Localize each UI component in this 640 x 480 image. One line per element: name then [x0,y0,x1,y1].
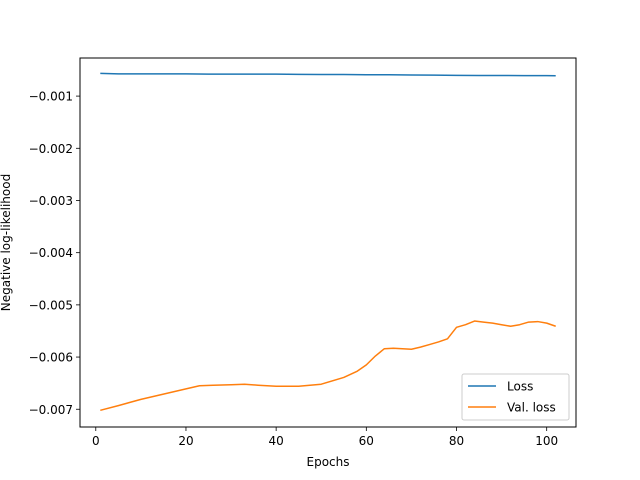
x-tick-label: 60 [359,434,374,448]
legend-label-loss: Loss [507,380,533,394]
y-axis-label: Negative log-likelihood [0,174,13,311]
series-line-loss [100,72,556,77]
axes-frame [79,57,577,428]
series-line-val-loss [100,320,556,412]
x-tick-label: 0 [92,434,100,448]
y-tick-label: −0.007 [29,403,73,417]
y-tick-label: −0.006 [29,351,73,365]
legend: Loss Val. loss [461,373,570,421]
y-tick-label: −0.002 [29,142,73,156]
x-tick-label: 80 [449,434,464,448]
y-axis-ticks: −0.007 −0.006 −0.005 −0.004 −0.003 −0.002 −0.0… [29,90,80,417]
x-axis-label: Epochs [307,455,350,469]
x-tick-label: 20 [178,434,193,448]
legend-label-val-loss: Val. loss [507,401,556,415]
y-tick-label: −0.005 [29,298,73,312]
y-tick-label: −0.001 [29,90,73,104]
x-tick-label: 100 [535,434,558,448]
y-tick-label: −0.003 [29,194,73,208]
x-tick-label: 40 [269,434,284,448]
x-axis-ticks: 0 20 40 60 80 100 [92,427,558,448]
y-tick-label: −0.004 [29,246,73,260]
